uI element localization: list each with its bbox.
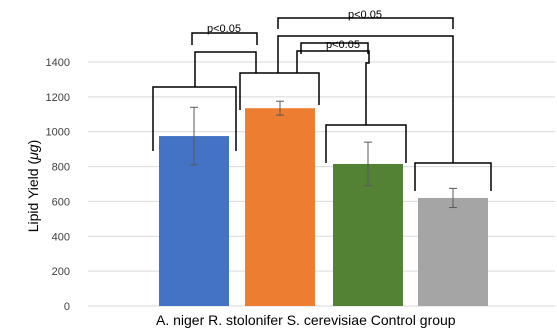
significance-bracket bbox=[277, 17, 454, 29]
connector-stolonifer-cerevisiae bbox=[296, 50, 370, 125]
annotation-label: p<0.05 bbox=[326, 39, 360, 51]
bar bbox=[333, 163, 403, 306]
connector-stolonifer-control bbox=[277, 35, 454, 163]
bracket-r-stolonifer bbox=[239, 72, 320, 110]
y-tick-label: 600 bbox=[52, 196, 70, 208]
significance-bracket bbox=[191, 32, 258, 45]
y-tick-label: 1200 bbox=[46, 92, 70, 104]
significance-brackets bbox=[152, 17, 492, 191]
y-axis-label-unit: μg bbox=[25, 144, 41, 161]
annotation-labels: p<0.05 p<0.05 p<0.05 bbox=[207, 9, 382, 51]
y-axis-label-part: Lipid Yield ( bbox=[25, 160, 41, 233]
annotation-label: p<0.05 bbox=[348, 9, 382, 21]
annotation-label: p<0.05 bbox=[207, 23, 241, 35]
y-tick-label: 0 bbox=[64, 301, 70, 313]
y-tick-label: 1000 bbox=[46, 127, 70, 139]
bracket-s-cerevisiae bbox=[325, 124, 407, 163]
x-category-labels: A. niger R. stolonifer S. cerevisiae Con… bbox=[156, 312, 456, 328]
bracket-control bbox=[414, 162, 492, 191]
y-tick-label: 800 bbox=[52, 162, 70, 174]
y-tick-label: 400 bbox=[52, 231, 70, 243]
bars bbox=[159, 108, 488, 306]
connector-niger-stolonifer bbox=[194, 51, 257, 87]
y-tick-label: 200 bbox=[52, 266, 70, 278]
bar bbox=[418, 197, 488, 306]
y-tick-labels: 0 200 400 600 800 1000 1200 1400 bbox=[46, 57, 70, 313]
significance-bracket bbox=[300, 42, 369, 54]
y-axis-label: Lipid Yield (μg) bbox=[25, 140, 41, 233]
error-bars bbox=[190, 100, 457, 209]
y-tick-label: 1400 bbox=[46, 57, 70, 69]
bar bbox=[245, 108, 315, 306]
y-axis-label-part: ) bbox=[25, 140, 41, 145]
